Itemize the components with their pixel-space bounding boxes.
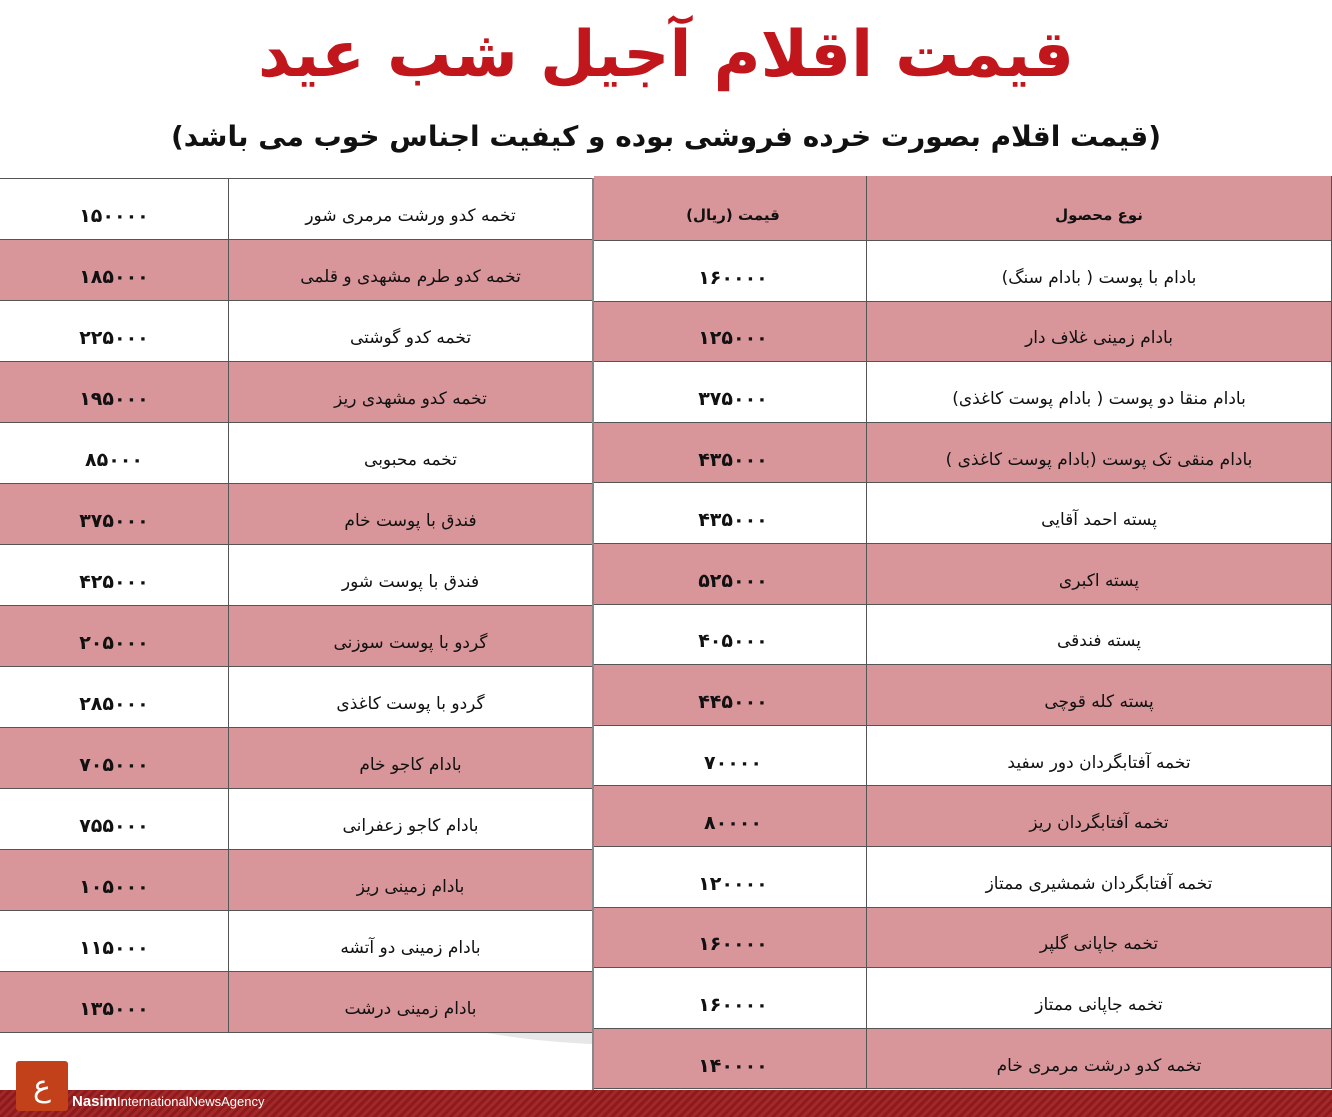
product-price: ۱۹۵۰۰۰: [79, 388, 149, 410]
table-row: تخمه کدو درشت مرمری خام ۱۴۰۰۰۰: [594, 1028, 1332, 1090]
product-name: بادام زمینی دو آتشه: [228, 911, 592, 971]
product-name: تخمه کدو درشت مرمری خام: [866, 1028, 1332, 1089]
product-price: ۸۰۰۰۰: [704, 812, 762, 835]
product-price: ۲۸۵۰۰۰: [79, 693, 149, 715]
product-price: ۱۶۰۰۰۰: [698, 266, 768, 289]
page-subtitle: (قیمت اقلام بصورت خرده فروشی بوده و کیفی…: [170, 120, 1162, 153]
product-price: ۱۲۵۰۰۰: [698, 327, 768, 350]
product-name: بادام با پوست ( بادام سنگ): [866, 241, 1332, 301]
product-price: ۲۲۵۰۰۰: [79, 327, 149, 349]
product-price: ۱۴۰۰۰۰: [698, 1054, 768, 1077]
product-price: ۲۰۵۰۰۰: [79, 632, 149, 654]
table-header: نوع محصول قیمت (ریال): [594, 176, 1332, 241]
table-row: پسته اکبری ۵۲۵۰۰۰: [594, 543, 1332, 605]
product-price: ۱۰۵۰۰۰: [79, 876, 149, 898]
product-name: بادام زمینی ریز: [228, 850, 592, 910]
table-row: تخمه کدو ورشت مرمری شور ۱۵۰۰۰۰: [0, 179, 592, 240]
product-name: تخمه کدو طرم مشهدی و قلمی: [228, 240, 592, 300]
product-name: پسته فندقی: [866, 604, 1332, 665]
table-row: تخمه آفتابگردان دور سفید ۷۰۰۰۰: [594, 725, 1332, 787]
price-table-right: نوع محصول قیمت (ریال) بادام با پوست ( با…: [594, 176, 1332, 1090]
table-row: تخمه محبوبی ۸۵۰۰۰: [0, 423, 592, 484]
table-row: فندق با پوست شور ۴۲۵۰۰۰: [0, 545, 592, 606]
table-row: بادام با پوست ( بادام سنگ) ۱۶۰۰۰۰: [594, 241, 1332, 302]
product-price: ۴۴۵۰۰۰: [698, 690, 768, 713]
table-divider: [592, 178, 594, 1090]
product-name: گردو با پوست سوزنی: [228, 606, 592, 666]
table-row: تخمه کدو مشهدی ریز ۱۹۵۰۰۰: [0, 362, 592, 423]
product-price: ۸۵۰۰۰: [85, 449, 143, 471]
table-row: بادام زمینی درشت ۱۳۵۰۰۰: [0, 972, 592, 1033]
table-row: تخمه آفتابگردان شمشیری ممتاز ۱۲۰۰۰۰: [594, 846, 1332, 908]
product-price: ۷۵۵۰۰۰: [79, 815, 149, 837]
product-price: ۳۷۵۰۰۰: [79, 510, 149, 532]
product-price: ۱۱۵۰۰۰: [79, 937, 149, 959]
table-row: بادام کاجو خام ۷۰۵۰۰۰: [0, 728, 592, 789]
table-row: بادام منقی تک پوست (بادام پوست کاغذی ) ۴۳…: [594, 422, 1332, 484]
table-row: تخمه کدو گوشتی ۲۲۵۰۰۰: [0, 301, 592, 362]
product-name: بادام زمینی درشت: [228, 972, 592, 1032]
table-row: بادام کاجو زعفرانی ۷۵۵۰۰۰: [0, 789, 592, 850]
product-price: ۳۷۵۰۰۰: [698, 387, 768, 410]
product-name: فندق با پوست شور: [228, 545, 592, 605]
product-name: بادام زمینی غلاف دار: [866, 301, 1332, 362]
product-name: بادام منقا دو پوست ( بادام پوست کاغذی): [866, 362, 1332, 422]
product-name: گردو با پوست کاغذی: [228, 667, 592, 727]
product-name: تخمه کدو مشهدی ریز: [228, 362, 592, 422]
product-price: ۴۲۵۰۰۰: [79, 571, 149, 593]
price-table-left: تخمه کدو ورشت مرمری شور ۱۵۰۰۰۰ تخمه کدو طر…: [0, 178, 592, 1033]
product-price: ۷۰۰۰۰: [704, 751, 762, 774]
table-row: تخمه آفتابگردان ریز ۸۰۰۰۰: [594, 786, 1332, 847]
product-name: پسته احمد آقایی: [866, 483, 1332, 543]
product-price: ۱۳۵۰۰۰: [79, 998, 149, 1020]
table-row: تخمه کدو طرم مشهدی و قلمی ۱۸۵۰۰۰: [0, 240, 592, 301]
product-price: ۱۲۰۰۰۰: [698, 872, 768, 895]
table-row: پسته کله قوچی ۴۴۵۰۰۰: [594, 665, 1332, 726]
footer-bar: [0, 1090, 1332, 1117]
product-name: تخمه جاپانی گلپر: [866, 907, 1332, 968]
product-name: تخمه کدو ورشت مرمری شور: [228, 179, 592, 239]
table-row: گردو با پوست کاغذی ۲۸۵۰۰۰: [0, 667, 592, 728]
table-row: بادام منقا دو پوست ( بادام پوست کاغذی) ۳۷…: [594, 362, 1332, 423]
product-name: تخمه آفتابگردان دور سفید: [866, 725, 1332, 786]
brand-rest: InternationalNewsAgency: [117, 1094, 265, 1109]
table-row: بادام زمینی ریز ۱۰۵۰۰۰: [0, 850, 592, 911]
table-row: پسته احمد آقایی ۴۳۵۰۰۰: [594, 483, 1332, 544]
brand-bold: Nasim: [72, 1093, 118, 1110]
product-price: ۱۵۰۰۰۰: [79, 205, 149, 227]
product-name: تخمه کدو گوشتی: [228, 301, 592, 361]
product-name: فندق با پوست خام: [228, 484, 592, 544]
product-price: ۱۶۰۰۰۰: [698, 933, 768, 956]
product-name: تخمه محبوبی: [228, 423, 592, 483]
header-price: قیمت (ریال): [686, 206, 780, 224]
agency-name: NasimInternationalNewsAgency: [72, 1093, 264, 1111]
product-price: ۴۳۵۰۰۰: [698, 509, 768, 532]
product-name: پسته اکبری: [866, 543, 1332, 604]
product-name: پسته کله قوچی: [866, 665, 1332, 725]
table-row: فندق با پوست خام ۳۷۵۰۰۰: [0, 484, 592, 545]
product-price: ۷۰۵۰۰۰: [79, 754, 149, 776]
table-row: تخمه جاپانی گلپر ۱۶۰۰۰۰: [594, 907, 1332, 969]
product-name: تخمه آفتابگردان شمشیری ممتاز: [866, 846, 1332, 907]
product-name: تخمه جاپانی ممتاز: [866, 968, 1332, 1028]
product-name: تخمه آفتابگردان ریز: [866, 786, 1332, 846]
product-name: بادام کاجو خام: [228, 728, 592, 788]
product-name: بادام منقی تک پوست (بادام پوست کاغذی ): [866, 422, 1332, 483]
table-row: پسته فندقی ۴۰۵۰۰۰: [594, 604, 1332, 666]
product-price: ۴۰۵۰۰۰: [698, 630, 768, 653]
nasim-logo-icon: ع: [16, 1061, 68, 1111]
product-price: ۵۲۵۰۰۰: [698, 569, 768, 592]
table-row: بادام زمینی دو آتشه ۱۱۵۰۰۰: [0, 911, 592, 972]
header-product: نوع محصول: [866, 176, 1332, 240]
product-price: ۴۳۵۰۰۰: [698, 448, 768, 471]
product-name: بادام کاجو زعفرانی: [228, 789, 592, 849]
product-price: ۱۸۵۰۰۰: [79, 266, 149, 288]
table-row: بادام زمینی غلاف دار ۱۲۵۰۰۰: [594, 301, 1332, 363]
table-row: تخمه جاپانی ممتاز ۱۶۰۰۰۰: [594, 968, 1332, 1029]
table-row: گردو با پوست سوزنی ۲۰۵۰۰۰: [0, 606, 592, 667]
product-price: ۱۶۰۰۰۰: [698, 993, 768, 1016]
page-title: قیمت اقلام آجیل شب عید: [258, 18, 1074, 92]
